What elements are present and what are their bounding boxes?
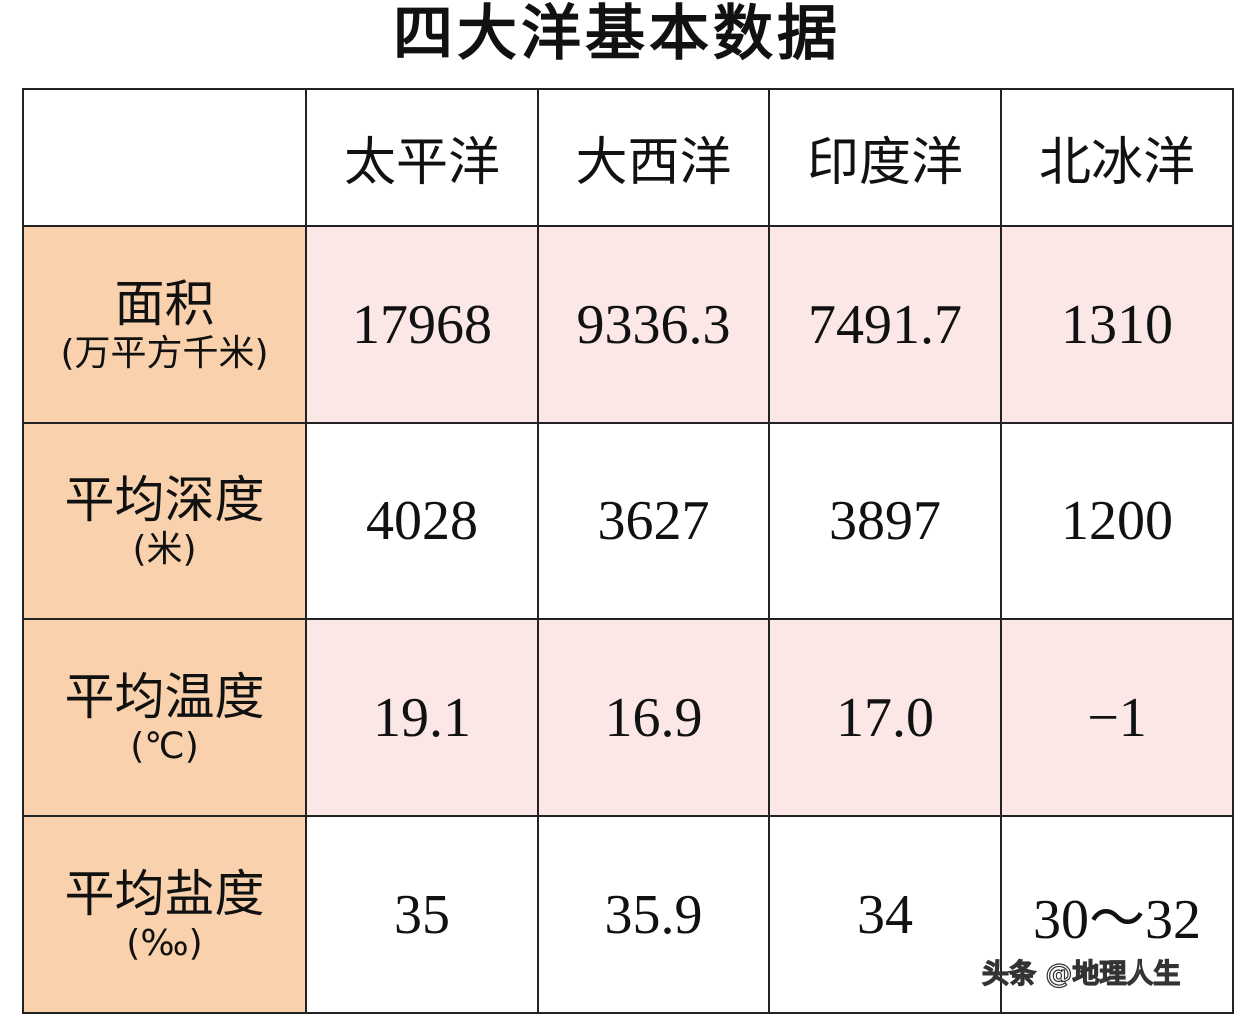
row-label: 平均温度 (℃) [22,618,307,817]
table-row: 面积 (万平方千米) 17968 9336.3 7491.7 1310 [22,225,1234,424]
row-label-text: 面积 [114,274,215,333]
table-cell: 19.1 [305,618,539,817]
page-title: 四大洋基本数据 [393,0,841,69]
row-label-text: 平均温度 [64,667,265,726]
table-cell: 17.0 [768,618,1002,817]
corner-cell [22,88,307,227]
table-cell: 35 [305,815,539,1014]
table-cell: 35.9 [537,815,770,1014]
table-row: 平均深度 (米) 4028 3627 3897 1200 [22,422,1234,620]
row-unit: (℃) [130,725,199,767]
table-cell: 17968 [305,225,539,424]
table-cell: 1200 [1000,422,1234,620]
table-header-row: 太平洋 大西洋 印度洋 北冰洋 [22,88,1234,227]
table-cell: 7491.7 [768,225,1002,424]
table-cell: 34 [768,815,1002,1014]
table-cell: 30～32 [1000,815,1234,1014]
table-cell: 16.9 [537,618,770,817]
column-header: 大西洋 [537,88,770,227]
row-unit: (万平方千米) [60,332,269,374]
row-label-text: 平均深度 [64,471,265,529]
column-header: 太平洋 [305,88,539,227]
table-row: 平均盐度 (‰) 35 35.9 34 30～32 [22,815,1234,1014]
table-cell: 4028 [305,422,539,620]
column-header: 北冰洋 [1000,88,1234,227]
row-label: 平均盐度 (‰) [22,815,307,1014]
watermark: 头条 @地理人生 [981,958,1181,990]
row-label-text: 平均盐度 [64,864,265,923]
table-cell: 3897 [768,422,1002,620]
row-unit: (‰) [126,922,203,964]
table-cell: 3627 [537,422,770,620]
column-header: 印度洋 [768,88,1002,227]
row-unit: (米) [132,529,197,570]
table-row: 平均温度 (℃) 19.1 16.9 17.0 −1 [22,618,1234,817]
table-cell: −1 [1000,618,1234,817]
table-cell: 9336.3 [537,225,770,424]
row-label: 面积 (万平方千米) [22,225,307,424]
table-cell: 1310 [1000,225,1234,424]
row-label: 平均深度 (米) [22,422,307,620]
ocean-data-table: 太平洋 大西洋 印度洋 北冰洋 面积 (万平方千米) 17968 9336.3 7… [22,88,1234,1014]
